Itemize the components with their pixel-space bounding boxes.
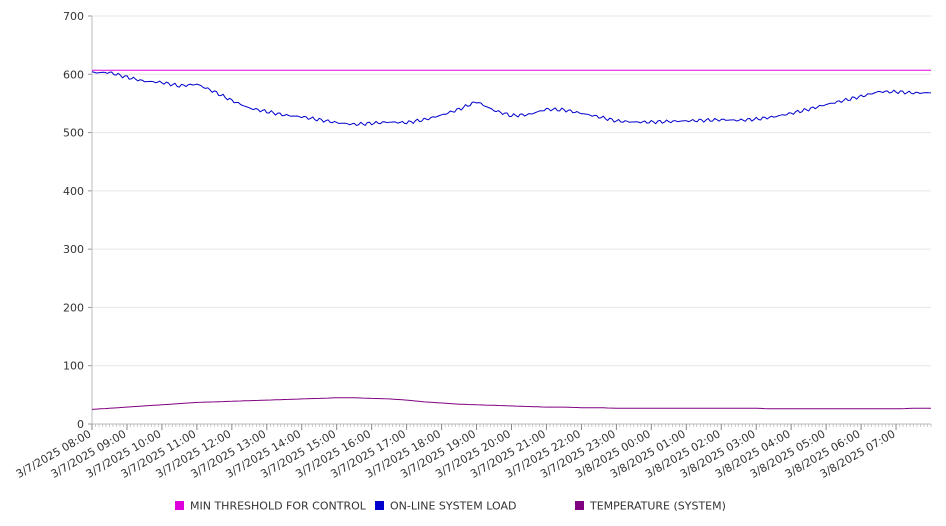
legend-label: TEMPERATURE (SYSTEM) — [589, 500, 726, 513]
y-axis-ticks: 0 100 200 300 400 500 600 700 — [63, 10, 92, 431]
gridlines — [92, 15, 931, 425]
y-tick-label: 600 — [63, 68, 84, 81]
y-tick-label: 300 — [63, 243, 84, 256]
legend-swatch — [375, 501, 384, 510]
y-tick-label: 700 — [63, 10, 84, 23]
y-tick-label: 200 — [63, 301, 84, 314]
legend-swatch — [575, 501, 584, 510]
legend-label: ON-LINE SYSTEM LOAD — [390, 500, 516, 513]
y-tick-label: 0 — [77, 418, 84, 431]
legend: MIN THRESHOLD FOR CONTROL ON-LINE SYSTEM … — [175, 500, 726, 513]
axes — [91, 16, 931, 425]
series-lines — [91, 69, 932, 410]
x-axis-ticks: 3/7/2025 08:003/7/2025 09:003/7/2025 10:… — [14, 424, 932, 481]
legend-label: MIN THRESHOLD FOR CONTROL — [190, 500, 367, 513]
y-tick-label: 500 — [63, 127, 84, 140]
y-tick-label: 400 — [63, 185, 84, 198]
series-line — [91, 397, 931, 410]
series-line — [91, 71, 932, 126]
y-tick-label: 100 — [63, 360, 84, 373]
legend-swatch — [175, 501, 184, 510]
